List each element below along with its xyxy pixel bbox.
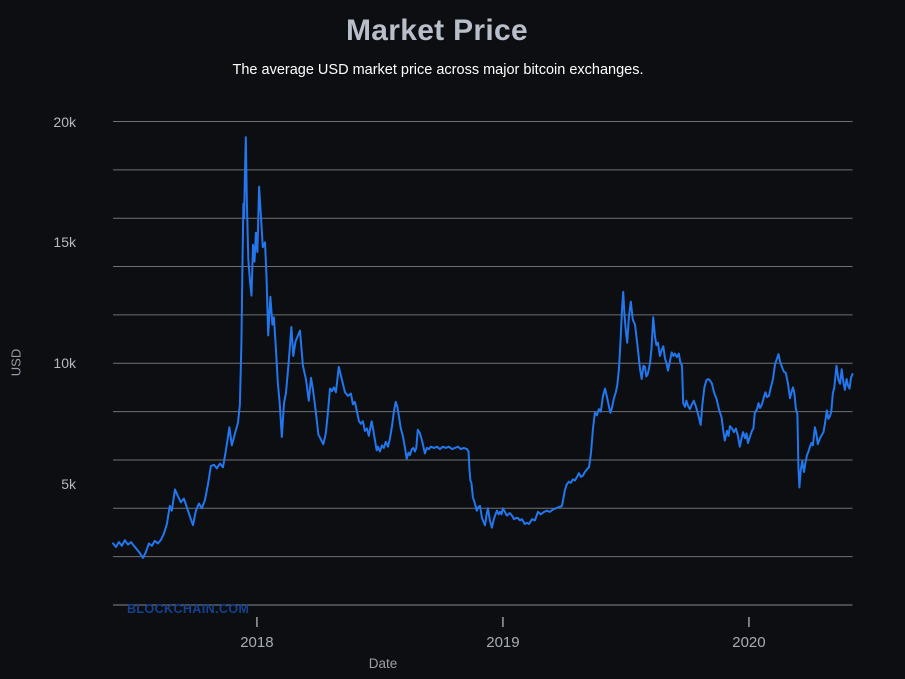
y-axis-title: USD: [8, 348, 24, 377]
chart-subtitle: The average USD market price across majo…: [232, 62, 644, 78]
x-tick-label-2020: 2020: [732, 634, 766, 651]
y-tick-label-5k: 5k: [61, 476, 76, 493]
page-title: Market Price: [345, 14, 529, 47]
x-tick-label-2019: 2019: [486, 634, 520, 651]
x-tick-label-2018: 2018: [240, 634, 274, 651]
y-tick-label-10k: 10k: [53, 355, 76, 372]
price-line[interactable]: [112, 136, 854, 559]
blockchain-watermark: BLOCKCHAIN.COM: [127, 602, 250, 616]
y-tick-label-15k: 15k: [53, 234, 76, 251]
x-axis-title: Date: [368, 656, 398, 671]
y-tick-label-20k: 20k: [53, 113, 76, 130]
